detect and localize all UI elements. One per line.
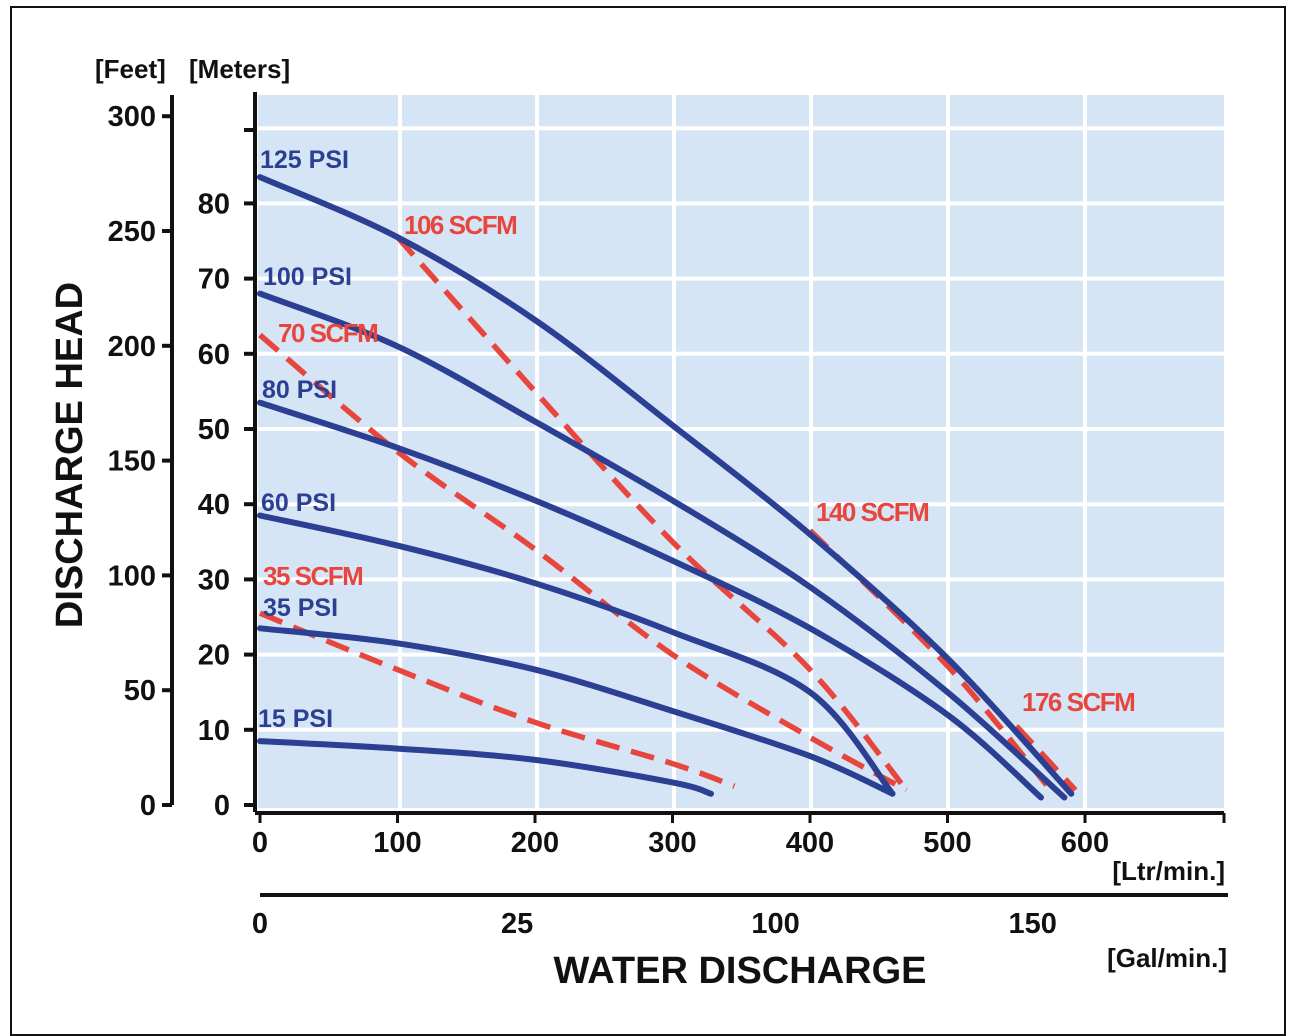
y-feet-tick-label: 150 bbox=[108, 446, 156, 478]
x-ltr-tick-label: 500 bbox=[923, 827, 971, 859]
y-meters-tick-label: 10 bbox=[198, 715, 230, 747]
pressure-curve-label: 80 PSI bbox=[262, 376, 337, 404]
x-unit-ltr: [Ltr/min.] bbox=[1112, 856, 1225, 886]
pressure-curve-label: 100 PSI bbox=[263, 263, 352, 291]
y-feet-tick-label: 100 bbox=[108, 560, 156, 592]
x-gal-tick-label: 100 bbox=[751, 908, 799, 940]
pressure-curve-35-psi bbox=[257, 625, 896, 797]
x-ltr-tick-label: 0 bbox=[252, 827, 268, 859]
air-curve-35-scfm bbox=[258, 610, 736, 789]
pressure-curve-label: 125 PSI bbox=[260, 146, 349, 174]
y-feet-tick-label: 250 bbox=[108, 216, 156, 248]
y-unit-meters: [Meters] bbox=[189, 54, 290, 84]
grid-lines bbox=[258, 95, 1224, 808]
y-axis-title: DISCHARGE HEAD bbox=[49, 282, 91, 628]
y-meters-tick-label: 50 bbox=[198, 414, 230, 446]
y-meters-tick-label: 0 bbox=[214, 790, 230, 822]
y-feet-tick-label: 300 bbox=[108, 101, 156, 133]
pressure-curve-label: 60 PSI bbox=[261, 489, 336, 517]
x-ltr-tick-label: 200 bbox=[511, 827, 559, 859]
curve-labels: 125 PSI 100 PSI 80 PSI 60 PSI 35 PSI 15 PSI 10… bbox=[258, 146, 1136, 733]
y-meters-tick-label: 20 bbox=[198, 640, 230, 672]
air-curve-106-scfm bbox=[395, 235, 909, 792]
x-ltr-tick-label: 400 bbox=[786, 827, 834, 859]
air-curve-label: 106 SCFM bbox=[404, 210, 516, 240]
pressure-curve-15-psi bbox=[257, 738, 714, 797]
pressure-curves bbox=[257, 174, 1075, 801]
x-ltr-tick-label: 300 bbox=[648, 827, 696, 859]
y-feet-tick-label: 200 bbox=[108, 331, 156, 363]
pressure-curve-label: 35 PSI bbox=[263, 594, 338, 622]
y-meters-tick-label: 40 bbox=[198, 489, 230, 521]
pump-performance-chart: 125 PSI 100 PSI 80 PSI 60 PSI 35 PSI 15 PSI 10… bbox=[49, 54, 1228, 992]
pressure-curve-100-psi bbox=[257, 290, 1068, 801]
air-curve-label: 176 SCFM bbox=[1022, 687, 1134, 717]
air-curve-70-scfm bbox=[258, 332, 908, 793]
y-meters-tick-label: 80 bbox=[198, 188, 230, 220]
pressure-curve-80-psi bbox=[257, 399, 1044, 801]
y-meters-tick-label: 60 bbox=[198, 339, 230, 371]
x-gal-tick-label: 25 bbox=[501, 908, 533, 940]
x-gal-tick-label: 150 bbox=[1009, 908, 1057, 940]
x-axis-title: WATER DISCHARGE bbox=[554, 950, 927, 992]
pressure-curve-125-psi bbox=[257, 174, 1075, 797]
y-feet-tick-label: 50 bbox=[124, 675, 156, 707]
plot-background bbox=[258, 95, 1224, 808]
x-unit-gal: [Gal/min.] bbox=[1107, 943, 1227, 973]
pressure-curve-label: 15 PSI bbox=[258, 705, 333, 733]
x-ltr-tick-label: 600 bbox=[1061, 827, 1109, 859]
y-feet-tick-label: 0 bbox=[140, 790, 156, 822]
y-meters-tick-label: 30 bbox=[198, 564, 230, 596]
y-meters-tick-label: 70 bbox=[198, 264, 230, 296]
air-curve-label: 70 SCFM bbox=[278, 318, 377, 348]
air-curve-label: 35 SCFM bbox=[263, 561, 362, 591]
pressure-curve-60-psi bbox=[257, 512, 896, 797]
y-unit-feet: [Feet] bbox=[95, 54, 166, 84]
axes bbox=[162, 92, 1228, 897]
x-ltr-tick-label: 100 bbox=[373, 827, 421, 859]
air-curve-label: 140 SCFM bbox=[816, 497, 928, 527]
x-gal-tick-label: 0 bbox=[252, 908, 268, 940]
air-curve-176-scfm bbox=[1014, 724, 1078, 792]
